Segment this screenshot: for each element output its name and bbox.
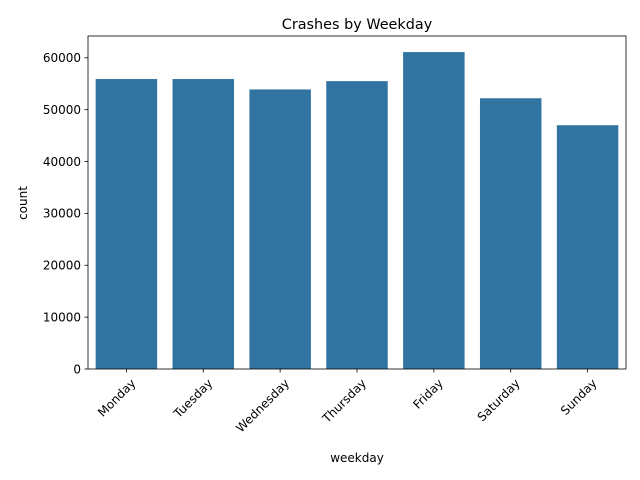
plot-frame bbox=[87, 35, 627, 370]
bar-wednesday bbox=[249, 89, 311, 369]
y-tick-label: 0 bbox=[73, 362, 81, 376]
chart-title: Crashes by Weekday bbox=[282, 17, 433, 33]
y-tick-label: 60000 bbox=[43, 51, 81, 65]
y-tick-label: 40000 bbox=[43, 155, 81, 169]
y-axis: 0 10000 20000 30000 40000 50000 60000 bbox=[43, 51, 88, 376]
x-axis-label: weekday bbox=[330, 451, 384, 465]
y-tick-label: 30000 bbox=[43, 207, 81, 221]
bar-sunday bbox=[556, 125, 619, 369]
bar-saturday bbox=[479, 98, 542, 370]
y-tick-label: 50000 bbox=[43, 103, 81, 117]
y-tick-label: 20000 bbox=[43, 259, 81, 273]
y-axis-label: count bbox=[16, 186, 30, 220]
bar-tuesday bbox=[172, 79, 235, 370]
y-tick-label: 10000 bbox=[43, 310, 81, 324]
bar-friday bbox=[403, 52, 465, 370]
bar-thursday bbox=[326, 81, 388, 370]
bar-monday bbox=[95, 79, 158, 370]
bars-group bbox=[95, 52, 619, 370]
